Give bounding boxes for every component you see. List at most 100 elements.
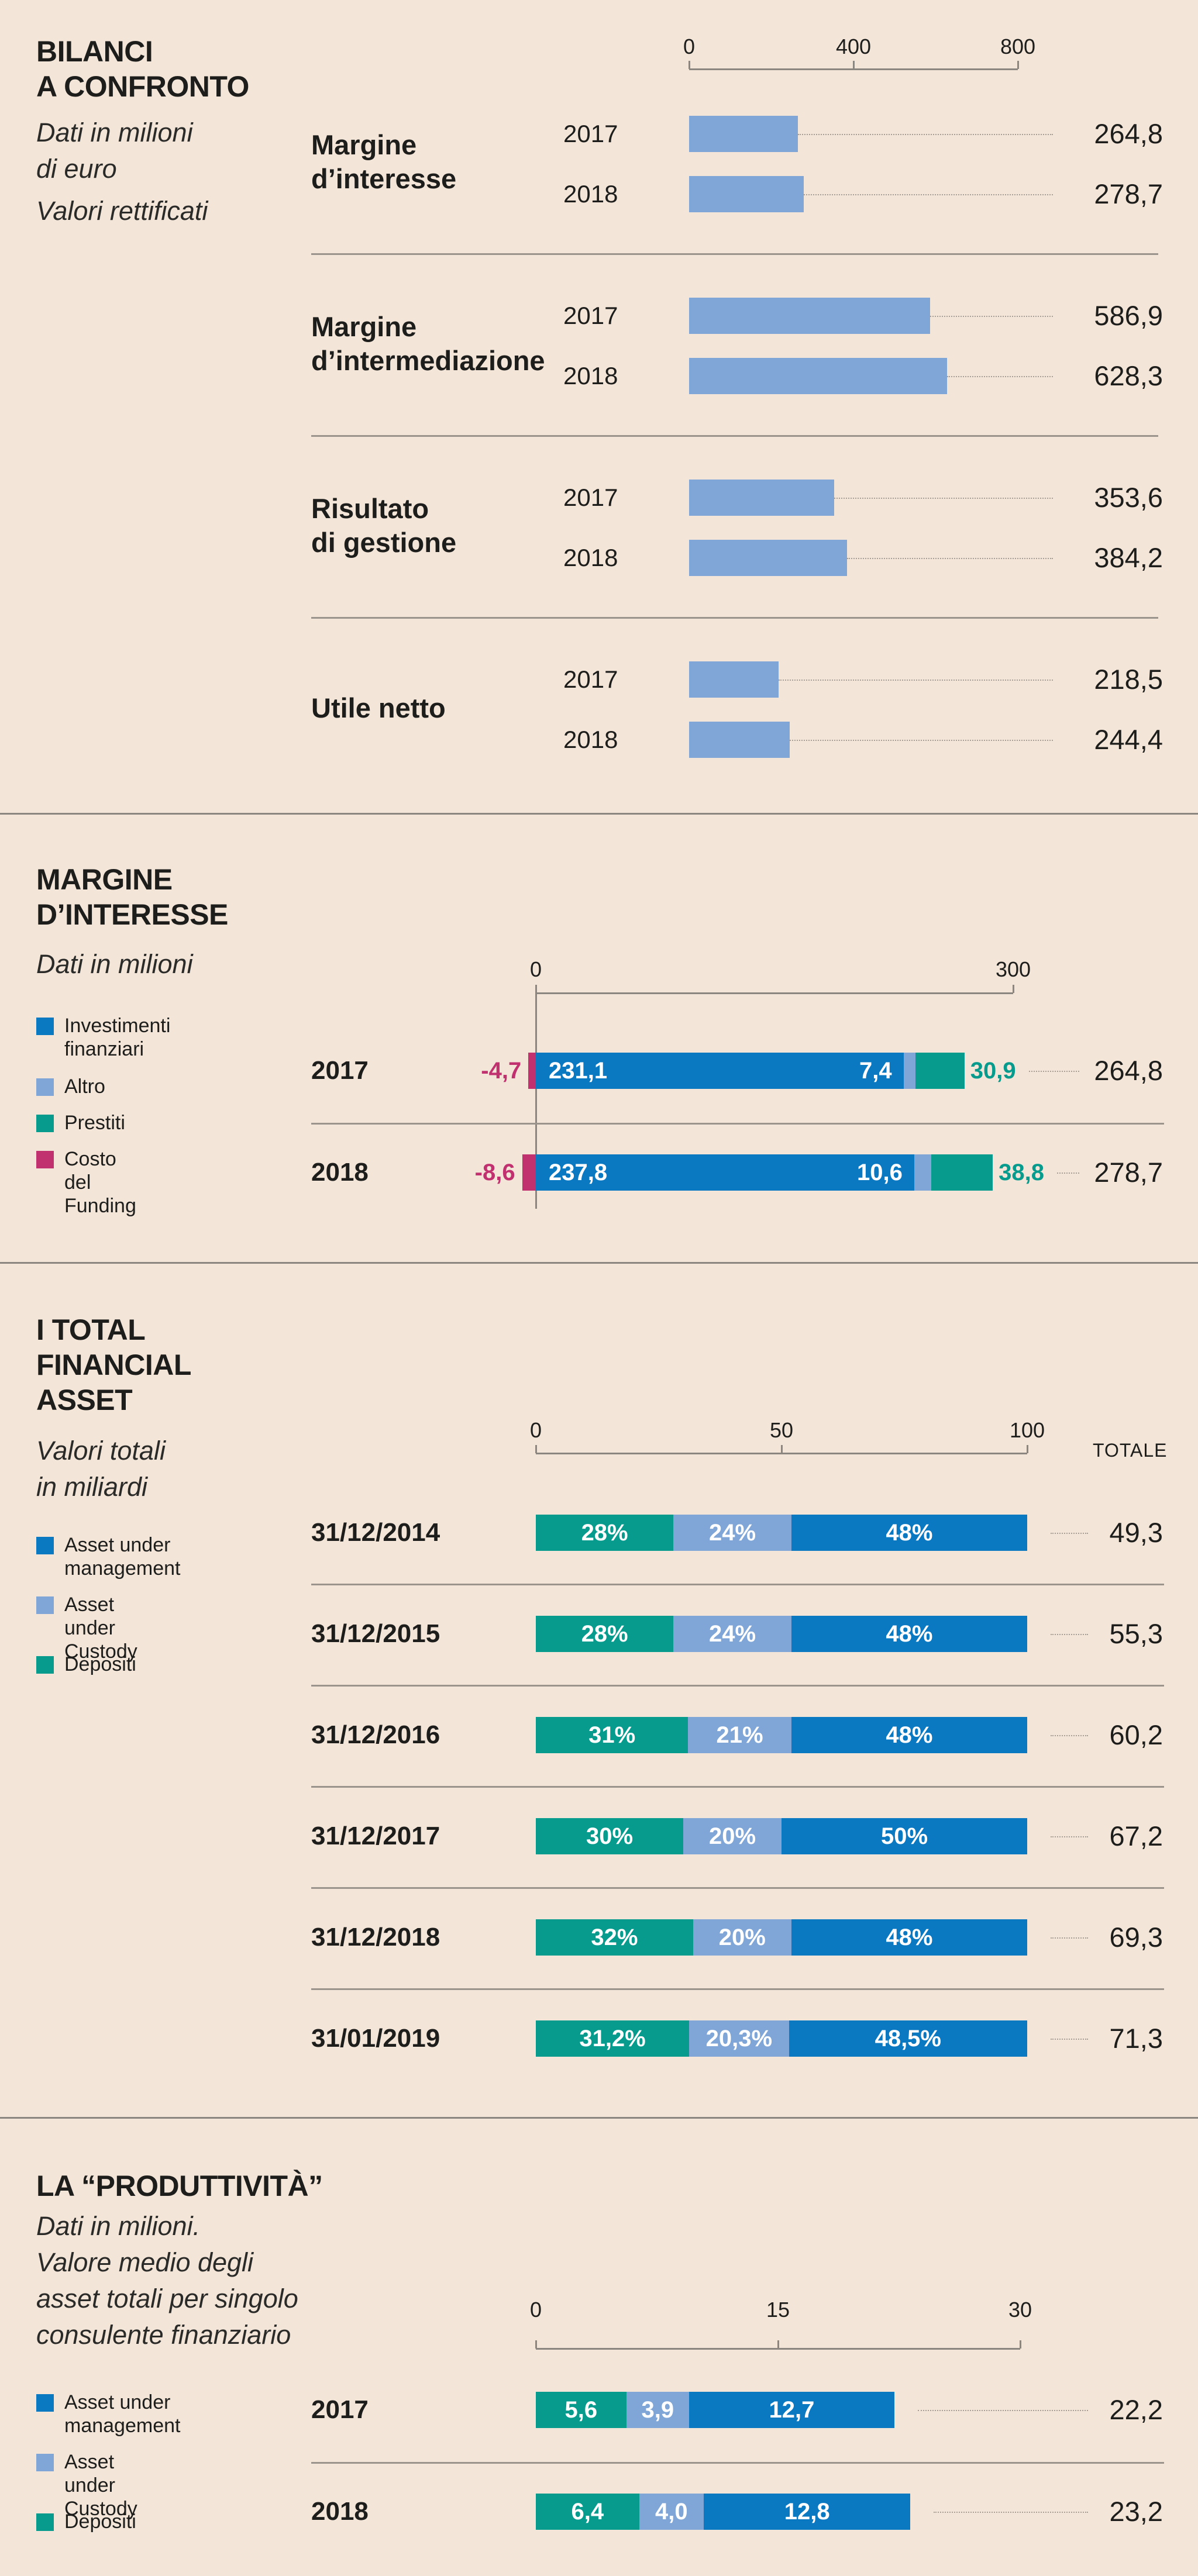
bar-management (789, 2020, 1027, 2057)
bar-altro (914, 1154, 931, 1191)
bar-depositi (536, 1818, 683, 1854)
year-label: 2018 (563, 544, 618, 571)
bar-management (704, 2494, 911, 2530)
bar-management (689, 2392, 894, 2428)
legend-swatch (36, 2394, 54, 2412)
leader-line (789, 740, 1053, 741)
section-subtitle: Valori totali in miliardi (36, 1436, 166, 1502)
value-label: 218,5 (1094, 664, 1163, 695)
legend-swatch (36, 1537, 54, 1554)
bar-funding (522, 1154, 536, 1191)
bar-management (791, 1616, 1027, 1652)
section-title: BILANCI A CONFRONTO (36, 35, 249, 103)
section-subtitle: Dati in milioni. Valore medio degli asse… (36, 2211, 298, 2350)
year-label: 2017 (563, 302, 618, 329)
legend-label: Costo del Funding (64, 1148, 136, 1217)
legend-label: Altro (64, 1075, 105, 1098)
tick-label: 400 (835, 35, 872, 58)
year-label: 2018 (563, 180, 618, 208)
segment-label: 20% (708, 1823, 756, 1849)
total-label: 71,3 (1109, 2023, 1163, 2054)
section-title: LA “PRODUTTIVITÀ” (36, 2170, 323, 2202)
group-label: Utile netto (311, 692, 446, 723)
legend-label: Depositi (64, 2511, 136, 2533)
leader-line (803, 194, 1053, 195)
tick-label: 0 (529, 957, 542, 981)
segment-label: 24% (708, 1621, 756, 1647)
section-title: I TOTAL FINANCIAL ASSET (36, 1313, 191, 1416)
value-label: 244,4 (1094, 724, 1163, 755)
row-label: 2017 (311, 2395, 369, 2424)
row-label: 2018 (311, 1158, 369, 1187)
total-label: 23,2 (1109, 2496, 1163, 2527)
row-separator (311, 1123, 1164, 1125)
tick-label: 30 (1008, 2298, 1032, 2322)
legend-label: Investimenti finanziari (64, 1015, 171, 1060)
funding-label: -8,6 (474, 1160, 515, 1185)
investimenti-label: 237,8 (549, 1160, 608, 1185)
bar-prestiti (931, 1154, 993, 1191)
segment-label: 24% (708, 1520, 756, 1546)
tick-mark (1027, 1445, 1028, 1453)
tick-mark (777, 2340, 779, 2349)
group-label: Margine d’interesse (311, 129, 457, 194)
row-label: 31/01/2019 (311, 2024, 440, 2053)
row-separator (311, 1685, 1164, 1687)
bar (689, 116, 798, 152)
segment-label: 21% (716, 1722, 763, 1748)
bar (689, 540, 847, 576)
leader-line (779, 680, 1053, 681)
tick-label: 15 (766, 2298, 790, 2322)
bar (689, 480, 835, 516)
bar-custody (683, 1818, 782, 1854)
segment-label: 12,7 (769, 2397, 815, 2423)
segment-label: 48% (886, 1925, 933, 1950)
row-label: 31/12/2015 (311, 1619, 440, 1648)
section-note: Valori rettificati (36, 196, 208, 226)
row-label: 2017 (311, 1056, 369, 1085)
row-label: 31/12/2018 (311, 1923, 440, 1951)
group-label: Margine d’intermediazione (311, 311, 545, 376)
bar-prestiti (915, 1053, 965, 1089)
row-label: 31/12/2017 (311, 1822, 440, 1850)
row-label: 31/12/2016 (311, 1720, 440, 1749)
legend-swatch (36, 2454, 54, 2471)
legend-label: Asset under management (64, 1534, 181, 1580)
prestiti-label: 38,8 (999, 1160, 1045, 1185)
leader-line (1051, 1937, 1088, 1939)
segment-label: 5,6 (564, 2397, 598, 2423)
total-label: 22,2 (1109, 2394, 1163, 2425)
leader-line (1051, 1735, 1088, 1736)
total-label: 69,3 (1109, 1922, 1163, 1953)
leader-line (1051, 1533, 1088, 1534)
tick-mark (781, 1445, 783, 1453)
legend-swatch (36, 1656, 54, 1674)
leader-line (1051, 1836, 1088, 1837)
section-separator (0, 813, 1198, 815)
x-axis-line (689, 68, 1018, 70)
legend-swatch (36, 1078, 54, 1096)
legend-swatch (36, 1018, 54, 1035)
legend-swatch (36, 2513, 54, 2531)
section-separator (0, 1262, 1198, 1264)
tick-mark (1020, 2340, 1021, 2349)
section-subtitle: Dati in milioni di euro (36, 118, 193, 184)
bar-investimenti (536, 1154, 914, 1191)
year-label: 2017 (563, 484, 618, 511)
bar-custody (673, 1515, 791, 1551)
segment-label: 4,0 (655, 2499, 688, 2525)
segment-label: 3,9 (641, 2397, 674, 2423)
total-label: 67,2 (1109, 1820, 1163, 1851)
legend-swatch (36, 1115, 54, 1132)
bar-custody (689, 2020, 789, 2057)
segment-label: 31% (588, 1722, 636, 1748)
bar-custody (693, 1919, 791, 1956)
group-label: Risultato di gestione (311, 493, 457, 558)
leader-line (930, 316, 1053, 317)
value-label: 384,2 (1094, 542, 1163, 573)
leader-line (947, 376, 1053, 377)
tick-label: 300 (995, 957, 1031, 981)
row-separator (311, 1988, 1164, 1990)
segment-label: 48% (886, 1520, 933, 1546)
section-subtitle: Dati in milioni (36, 949, 193, 979)
